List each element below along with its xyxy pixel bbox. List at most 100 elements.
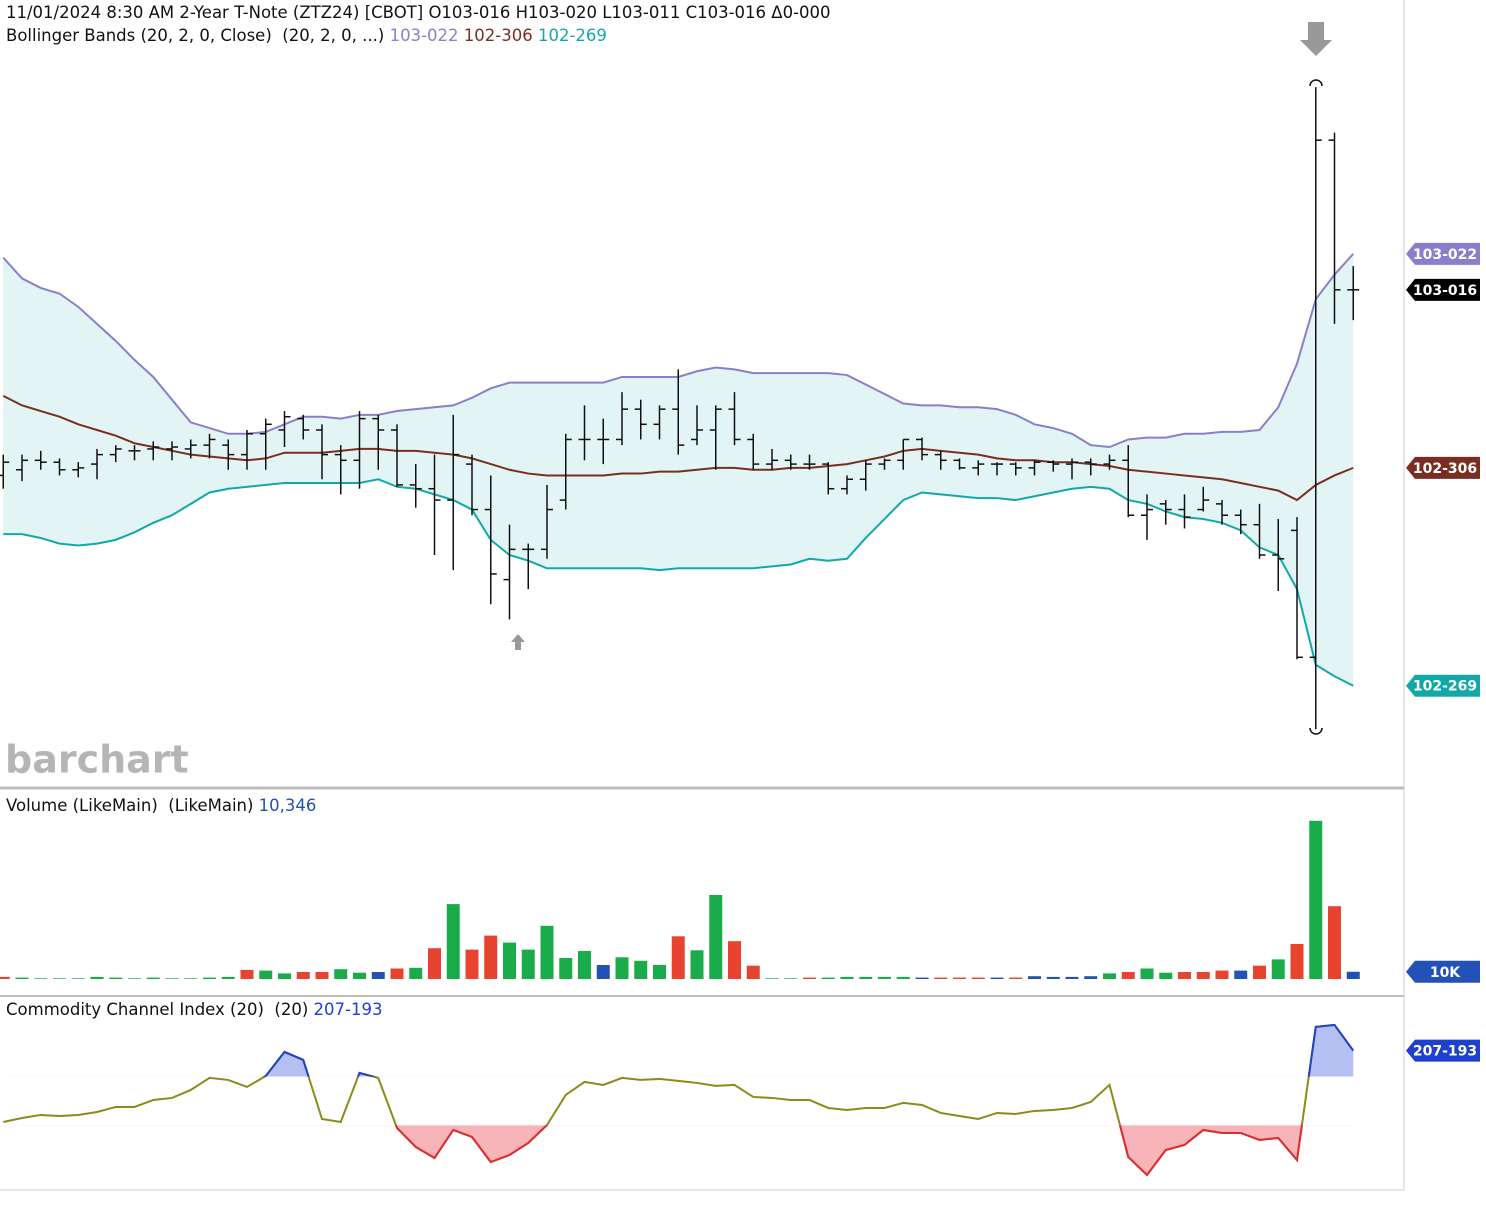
volume-bar xyxy=(596,965,610,979)
volume-bar xyxy=(1065,976,1079,979)
indicator-title: Bollinger Bands (20, 2, 0, Close) (20, 2… xyxy=(6,26,385,45)
volume-bar xyxy=(934,977,948,979)
volume-bar xyxy=(615,957,629,979)
volume-bar xyxy=(559,958,573,979)
volume-bar xyxy=(1346,971,1360,979)
band-fill xyxy=(3,253,1354,686)
volume-bar xyxy=(634,960,648,979)
volume-bar xyxy=(146,977,160,979)
volume-bar xyxy=(1328,906,1341,979)
volume-bar xyxy=(353,972,366,979)
volume-bar xyxy=(690,950,704,979)
value-tag xyxy=(1406,242,1480,265)
volume-bar xyxy=(15,977,29,979)
volume-bar xyxy=(765,978,779,979)
volume-bar xyxy=(540,925,554,979)
volume-bar xyxy=(446,904,460,979)
legend-value: 102-306 xyxy=(463,26,533,45)
cci-line-below xyxy=(394,1125,1303,1177)
indicator-legend: Commodity Channel Index (20) (20) 207-19… xyxy=(6,1000,382,1019)
volume-bar xyxy=(803,977,816,979)
volume-bar xyxy=(0,976,10,979)
value-tag-label: 10K xyxy=(1430,965,1461,981)
volume-bar xyxy=(1215,970,1229,979)
volume-bar xyxy=(296,972,310,979)
volume-bar xyxy=(1103,973,1116,979)
indicator-title: Volume (LikeMain) (LikeMain) xyxy=(6,796,254,815)
volume-bar xyxy=(1028,976,1041,979)
volume-bar xyxy=(784,978,798,979)
volume-bar xyxy=(1178,972,1191,979)
value-tag xyxy=(1406,674,1480,697)
volume-bar xyxy=(746,965,760,979)
volume-bar xyxy=(653,965,666,979)
volume-bar xyxy=(1309,820,1323,979)
volume-bar xyxy=(1290,944,1304,979)
volume-bar xyxy=(184,978,198,979)
volume-bar xyxy=(240,969,254,979)
volume-bar xyxy=(203,977,216,979)
volume-bar xyxy=(971,977,985,979)
volume-bar xyxy=(1140,968,1154,979)
volume-bar xyxy=(109,977,123,979)
volume-bar xyxy=(71,978,85,979)
oversold-fill xyxy=(395,1125,1302,1175)
volume-bar xyxy=(859,976,873,979)
volume-bar xyxy=(390,968,404,979)
value-tag xyxy=(1406,278,1480,301)
value-tag xyxy=(1406,456,1480,479)
volume-bar xyxy=(34,978,48,979)
volume-bar xyxy=(428,948,441,979)
legend-value: 207-193 xyxy=(313,1000,383,1019)
legend-value: 102-269 xyxy=(537,26,607,45)
value-tag-label: 102-269 xyxy=(1413,679,1477,695)
volume-bar xyxy=(484,935,498,979)
volume-bar xyxy=(1121,972,1135,979)
volume-bar xyxy=(1234,970,1248,979)
value-tag-label: 102-306 xyxy=(1413,461,1477,477)
volume-bar xyxy=(53,978,66,979)
volume-bar xyxy=(896,976,910,979)
volume-bar xyxy=(1253,965,1266,979)
volume-bar xyxy=(371,972,385,979)
legend-value: 103-022 xyxy=(389,26,459,45)
legend-value: 10,346 xyxy=(258,796,317,815)
volume-bar xyxy=(671,936,685,979)
volume-bar xyxy=(465,949,479,979)
volume-bar xyxy=(409,967,423,979)
extreme-marker xyxy=(1309,79,1323,87)
event-arrow xyxy=(1300,22,1332,56)
value-tag-label: 103-016 xyxy=(1413,283,1477,299)
value-tag-label: 103-022 xyxy=(1413,247,1477,263)
volume-bar xyxy=(878,976,891,979)
volume-bar xyxy=(90,976,104,979)
volume-bar xyxy=(840,976,854,979)
volume-bar xyxy=(578,951,591,979)
value-tag xyxy=(1406,1039,1480,1062)
volume-bar xyxy=(1271,959,1285,979)
value-tag xyxy=(1406,960,1480,983)
volume-bar xyxy=(1009,977,1023,979)
volume-bar xyxy=(1084,976,1098,979)
extreme-marker xyxy=(1309,727,1323,735)
volume-bar xyxy=(1159,972,1173,979)
event-arrow xyxy=(511,634,525,650)
volume-bar xyxy=(221,976,235,979)
volume-bar xyxy=(503,942,516,979)
volume-bar xyxy=(165,978,179,979)
volume-bar xyxy=(278,973,291,979)
volume-bar xyxy=(521,949,535,979)
volume-bar xyxy=(1046,976,1060,979)
volume-bar xyxy=(259,970,273,979)
volume-bar xyxy=(728,941,741,979)
volume-bar xyxy=(315,972,329,979)
value-tag-label: 207-193 xyxy=(1413,1044,1477,1060)
volume-bar xyxy=(990,977,1004,979)
volume-bar xyxy=(821,977,835,979)
volume-bar xyxy=(334,969,348,979)
volume-bar xyxy=(915,977,929,979)
indicator-title: Commodity Channel Index (20) (20) xyxy=(6,1000,309,1019)
volume-bar xyxy=(709,895,723,979)
